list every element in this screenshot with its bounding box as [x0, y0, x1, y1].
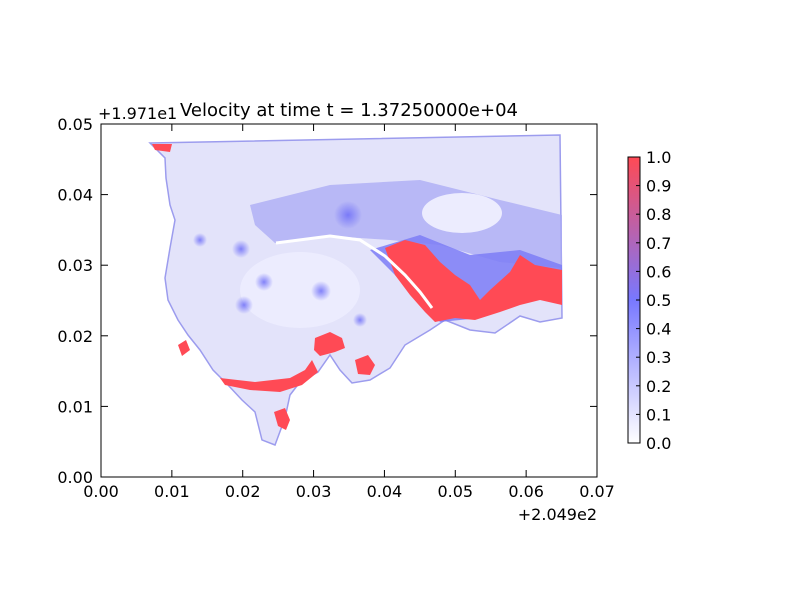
calm-spot: [422, 193, 502, 233]
interior-calm: [240, 252, 360, 328]
y-tick-label: 0.03: [57, 256, 93, 275]
colorbar-tick-label: 0.9: [646, 177, 671, 196]
jet-core: [385, 240, 562, 322]
eddy: [193, 233, 207, 247]
channel-core: [314, 332, 345, 356]
x-tick-label: 0.02: [225, 482, 261, 501]
colorbar-tick-label: 0.2: [646, 377, 671, 396]
colorbar-tick-label: 0.8: [646, 205, 671, 224]
strip-core: [220, 360, 318, 392]
colorbar-tick-label: 0.7: [646, 234, 671, 253]
y-offset-label: +1.971e1: [98, 104, 177, 123]
colorbar-tick-label: 0.0: [646, 434, 671, 453]
chart-title: Velocity at time t = 1.37250000e+04: [180, 100, 518, 121]
x-tick-label: 0.01: [154, 482, 190, 501]
y-axis: 0.00 0.01 0.02 0.03 0.04 0.05: [57, 115, 597, 487]
colorbar-tick-label: 0.3: [646, 348, 671, 367]
eddy: [235, 296, 253, 314]
heatmap-field: [148, 134, 563, 446]
colorbar-tick-label: 1.0: [646, 148, 671, 167]
eddy: [334, 201, 362, 229]
x-tick-label: 0.03: [296, 482, 332, 501]
y-tick-label: 0.05: [57, 115, 93, 134]
colorbar-tick-label: 0.1: [646, 405, 671, 424]
y-tick-label: 0.02: [57, 327, 93, 346]
y-tick-label: 0.01: [57, 397, 93, 416]
x-tick-label: 0.07: [579, 482, 615, 501]
colorbar-ticks: 0.0 0.1 0.2 0.3 0.4 0.5 0.6 0.7 0.8 0.9 1.0: [636, 148, 671, 453]
colorbar-tick-label: 0.6: [646, 262, 671, 281]
y-tick-label: 0.00: [57, 468, 93, 487]
eddy: [232, 240, 250, 258]
x-offset-label: +2.049e2: [518, 505, 597, 524]
x-axis: 0.00 0.01 0.02 0.03 0.04 0.05 0.06 0.07: [83, 124, 615, 501]
x-tick-label: 0.05: [437, 482, 473, 501]
x-tick-label: 0.04: [367, 482, 403, 501]
breakwater: [275, 234, 434, 309]
plot-area-frame: [100, 123, 598, 478]
y-tick-label: 0.04: [57, 186, 93, 205]
x-tick-label: 0.00: [83, 482, 119, 501]
x-tick-label: 0.06: [508, 482, 544, 501]
eddy: [311, 281, 331, 301]
south-core: [274, 408, 290, 430]
eddy: [255, 273, 273, 291]
colorbar-tick-label: 0.4: [646, 320, 671, 339]
bay-core: [355, 355, 375, 375]
colorbar-tick-label: 0.5: [646, 291, 671, 310]
eddy: [353, 313, 367, 327]
